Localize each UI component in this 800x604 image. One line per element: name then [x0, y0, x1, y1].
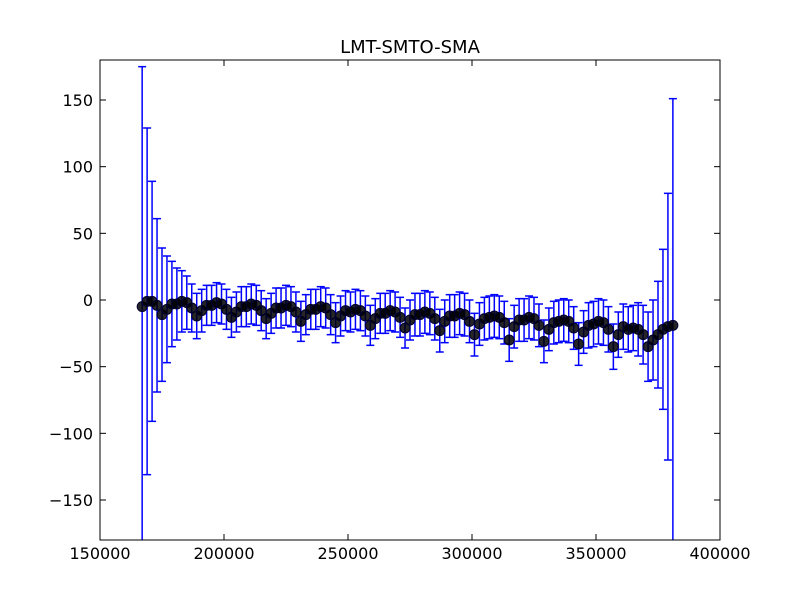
y-tick-label: −50	[59, 358, 93, 377]
data-point	[434, 325, 446, 337]
data-point	[538, 335, 550, 347]
y-tick-label: 0	[83, 291, 93, 310]
x-tick-label: 150000	[69, 544, 130, 563]
data-point	[602, 323, 614, 335]
data-point	[186, 302, 198, 314]
data-point	[498, 317, 510, 329]
data-point	[637, 329, 649, 341]
data-point	[464, 315, 476, 327]
data-point	[359, 310, 371, 322]
axis-ticks: 150000 200000 250000 300000 350000 400000 −150…	[49, 60, 751, 563]
data-point	[151, 299, 163, 311]
data-point	[607, 341, 619, 353]
y-tick-label: −100	[49, 424, 93, 443]
data-point	[568, 322, 580, 334]
data-point	[612, 329, 624, 341]
x-tick-label: 350000	[565, 544, 626, 563]
data-point	[667, 319, 679, 331]
data-point	[399, 322, 411, 334]
y-tick-label: 50	[73, 224, 93, 243]
x-tick-label: 400000	[689, 544, 750, 563]
y-tick-label: 100	[62, 158, 93, 177]
data-point	[220, 303, 232, 315]
data-point	[429, 313, 441, 325]
data-point	[533, 319, 545, 331]
data-point	[255, 305, 267, 317]
plot-area	[136, 65, 679, 540]
y-tick-label: −150	[49, 491, 93, 510]
y-tick-label: 150	[62, 91, 93, 110]
data-point	[573, 338, 585, 350]
x-tick-label: 300000	[441, 544, 502, 563]
data-point	[468, 329, 480, 341]
x-tick-label: 250000	[317, 544, 378, 563]
x-tick-label: 200000	[193, 544, 254, 563]
chart-title: LMT-SMTO-SMA	[340, 37, 480, 58]
data-point	[394, 311, 406, 323]
data-point	[290, 306, 302, 318]
data-point	[503, 334, 515, 346]
